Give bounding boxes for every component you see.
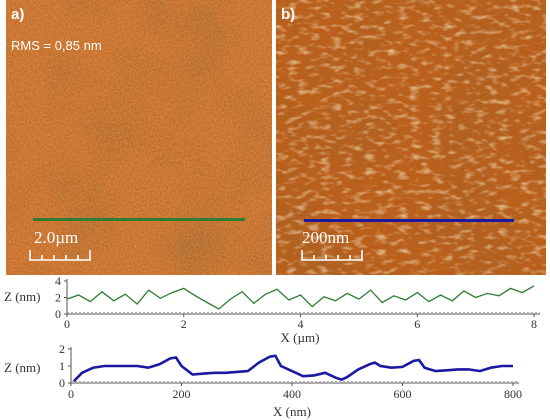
- y-tick-label: 4: [55, 274, 61, 288]
- scalebar-a: 2.0µm: [28, 228, 98, 262]
- panel-a-label: a): [11, 6, 25, 23]
- chart-b-xlabel: X (nm): [273, 404, 311, 419]
- y-tick-label: 2: [55, 291, 61, 305]
- x-tick-label: 4: [298, 317, 304, 331]
- x-tick-label: 400: [283, 387, 301, 401]
- x-tick-label: 6: [414, 317, 420, 331]
- chart-b-ylabel: Z (nm): [4, 360, 40, 375]
- rms-value: RMS = 0,85 nm: [11, 38, 102, 53]
- x-tick-label: 200: [173, 387, 191, 401]
- chart-b-series-line: [72, 354, 513, 383]
- afm-image-a: a) RMS = 0,85 nm 2.0µm: [6, 0, 272, 275]
- x-tick-label: 600: [394, 387, 412, 401]
- scalebar-a-label: 2.0µm: [34, 228, 79, 247]
- profile-line-a: [33, 218, 245, 221]
- afm-image-b: b) 200nm: [276, 0, 546, 275]
- profile-line-b: [304, 219, 514, 222]
- x-tick-label: 800: [504, 387, 522, 401]
- y-tick-label: 2: [59, 342, 65, 356]
- y-tick-label: 1: [59, 359, 65, 373]
- chart-a-series-line: [66, 285, 535, 310]
- scalebar-b: 200nm: [300, 228, 380, 262]
- y-tick-label: 0: [55, 307, 61, 321]
- y-tick-label: 0: [59, 376, 65, 390]
- x-tick-label: 2: [181, 317, 187, 331]
- chart-a-xlabel: X (µm): [281, 330, 320, 345]
- x-tick-label: 0: [64, 317, 70, 331]
- chart-a-ylabel: Z (nm): [4, 289, 40, 304]
- panel-b-label: b): [281, 6, 296, 23]
- scalebar-b-label: 200nm: [302, 228, 350, 247]
- x-tick-label: 0: [68, 387, 74, 401]
- x-tick-label: 8: [531, 317, 537, 331]
